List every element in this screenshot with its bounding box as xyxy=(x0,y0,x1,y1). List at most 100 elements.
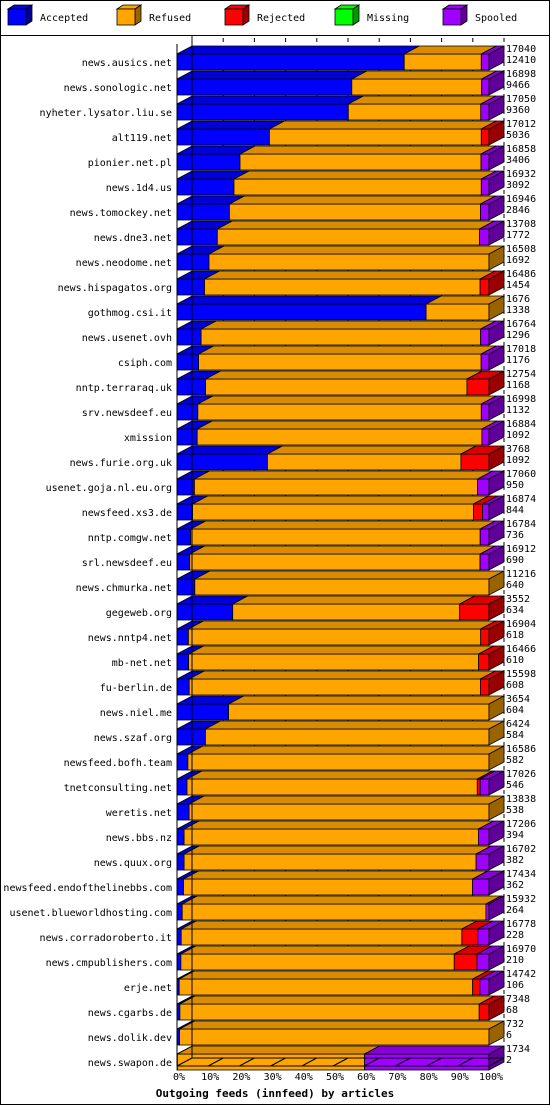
bar-top-refused xyxy=(348,95,496,105)
accepted-label: 9466 xyxy=(506,80,530,91)
legend-swatch-side-spooled xyxy=(460,4,468,26)
bar-side-spooled xyxy=(488,870,505,896)
accepted-label: 1338 xyxy=(506,305,530,316)
accepted-label: 610 xyxy=(506,655,524,666)
bar-top-refused xyxy=(228,695,505,705)
bar-top-refused xyxy=(189,670,496,680)
bar-accepted xyxy=(176,128,270,146)
legend-swatch-spooled xyxy=(442,8,462,26)
x-tick-mark xyxy=(239,1057,255,1067)
bar-refused xyxy=(208,253,490,271)
bar-top-refused xyxy=(179,1020,505,1030)
accepted-label: 1092 xyxy=(506,430,530,441)
accepted-label: 228 xyxy=(506,930,524,941)
bar-row xyxy=(176,420,505,446)
bar-refused xyxy=(189,553,481,571)
offered-label: 17018 xyxy=(506,344,536,355)
bar-accepted xyxy=(176,778,188,796)
bar-spooled xyxy=(480,328,490,346)
bar-row xyxy=(176,395,505,421)
bar-row xyxy=(176,145,505,171)
bar-row xyxy=(176,520,505,546)
bar-accepted xyxy=(176,328,202,346)
accepted-label: 618 xyxy=(506,630,524,641)
legend-swatch-side-refused xyxy=(134,4,142,26)
bar-rejected xyxy=(479,678,490,696)
bar-spooled xyxy=(482,503,490,521)
bar-refused xyxy=(351,78,483,96)
bar-spooled xyxy=(477,478,490,496)
bar-refused xyxy=(216,228,480,246)
bar-rejected xyxy=(460,453,490,471)
bar-accepted xyxy=(176,403,199,421)
category-label: news.1d4.us xyxy=(106,183,172,194)
category-label: tnetconsulting.net xyxy=(64,783,172,794)
bar-spooled xyxy=(479,978,490,996)
bar-top-refused xyxy=(204,270,496,280)
bar-row xyxy=(176,645,505,671)
bar-row xyxy=(176,1020,505,1046)
bar-row xyxy=(176,670,505,696)
category-label: newsfeed.xs3.de xyxy=(82,508,172,519)
offered-label: 732 xyxy=(506,1019,524,1030)
bar-refused xyxy=(187,628,482,646)
bar-side-rejected xyxy=(488,120,505,146)
x-tick-label: 80% xyxy=(420,1072,438,1083)
bar-accepted xyxy=(176,853,185,871)
bar-side-spooled xyxy=(488,895,505,921)
bar-top-refused xyxy=(179,995,495,1005)
category-label: usenet.goja.nl.eu.org xyxy=(46,483,172,494)
bar-row xyxy=(176,895,505,921)
bar-refused xyxy=(204,728,490,746)
bar-spooled xyxy=(479,553,490,571)
x-tick-label: 100% xyxy=(479,1072,503,1083)
x-tick-label: 0% xyxy=(173,1072,185,1083)
bar-side-spooled xyxy=(488,470,505,496)
bar-row xyxy=(176,770,505,796)
accepted-label: 1772 xyxy=(506,230,530,241)
bar-row xyxy=(176,220,505,246)
bar-refused xyxy=(188,653,480,671)
bar-spooled xyxy=(480,203,490,221)
accepted-label: 3092 xyxy=(506,180,530,191)
bar-side-refused xyxy=(488,245,505,271)
offered-label: 15598 xyxy=(506,669,536,680)
bar-accepted xyxy=(176,78,353,96)
bar-accepted xyxy=(176,953,182,971)
bar-accepted xyxy=(176,728,206,746)
bar-accepted xyxy=(176,378,207,396)
bar-accepted xyxy=(176,153,241,171)
offered-label: 16998 xyxy=(506,394,536,405)
offered-label: 17060 xyxy=(506,469,536,480)
bar-top-accepted xyxy=(176,45,420,55)
bar-rejected xyxy=(453,953,478,971)
bar-side-spooled xyxy=(488,195,505,221)
offered-label: 16970 xyxy=(506,944,536,955)
category-label: alt119.net xyxy=(112,133,172,144)
bar-top-refused xyxy=(205,720,505,730)
bar-top-refused xyxy=(180,945,470,955)
bar-spooled xyxy=(475,853,490,871)
bar-refused xyxy=(183,853,477,871)
bar-side-refused xyxy=(488,295,505,321)
bar-side-refused xyxy=(488,720,505,746)
bar-refused xyxy=(178,978,473,996)
accepted-label: 362 xyxy=(506,880,524,891)
category-label: gothmog.csi.it xyxy=(88,308,172,319)
bar-accepted xyxy=(176,178,235,196)
bar-row xyxy=(176,820,505,846)
bar-top-refused xyxy=(239,145,497,155)
bar-accepted xyxy=(176,553,191,571)
bar-accepted xyxy=(176,828,185,846)
x-tick-label: 10% xyxy=(201,1072,219,1083)
legend-swatch-refused xyxy=(116,8,136,26)
category-label: usenet.blueworldhosting.com xyxy=(9,908,172,919)
bar-row xyxy=(176,695,505,721)
bar-top-accepted xyxy=(176,120,285,130)
bar-refused xyxy=(181,903,487,921)
bar-spooled xyxy=(480,53,490,71)
legend: Accepted Refused Rejected Missing Spooled xyxy=(6,4,517,26)
bar-row xyxy=(176,70,505,96)
bar-row xyxy=(176,870,505,896)
